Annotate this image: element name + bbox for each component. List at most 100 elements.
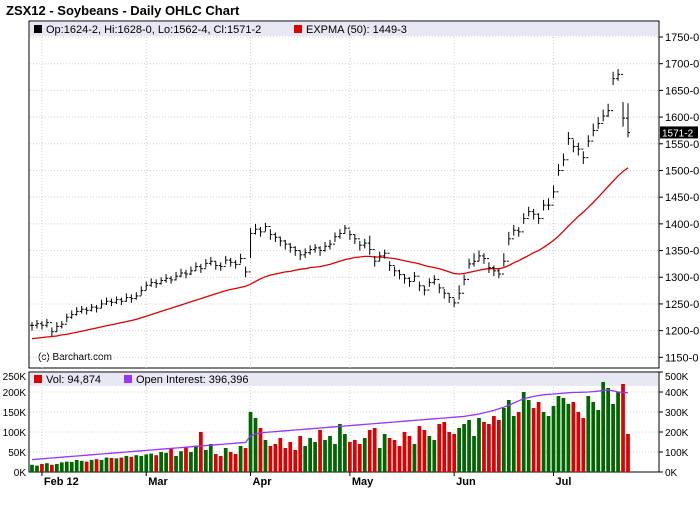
volume-bar (154, 455, 159, 472)
ohlc-bar (144, 281, 149, 292)
volume-bar (616, 392, 620, 472)
volume-bar (124, 456, 129, 472)
volume-bar (531, 408, 536, 472)
ohlc-bar (238, 253, 243, 265)
last-price-label: 1571-2 (662, 128, 694, 139)
last-price-tag (660, 126, 698, 139)
ohlc-bar (323, 242, 328, 252)
volume-bar (372, 428, 377, 472)
volume-bar (611, 404, 615, 472)
ohlc-bar (576, 142, 581, 156)
ohlc-bar (402, 274, 407, 284)
volume-bar (184, 447, 188, 472)
volume-bar (139, 456, 144, 472)
ohlc-bar (601, 109, 606, 124)
ohlc-bar (283, 239, 288, 250)
ohlc-bar (496, 268, 501, 279)
volume-bar (283, 448, 288, 472)
volume-tick-label: 200K (3, 388, 27, 399)
volume-bar (417, 426, 422, 472)
ohlc-bar (79, 306, 84, 314)
ohlc-bar (387, 252, 392, 271)
volume-tick-label: 150K (3, 408, 27, 419)
volume-legend-text: Vol: 94,874 (46, 374, 101, 386)
ohlc-bar (422, 285, 427, 296)
volume-bar (442, 422, 447, 472)
ohlc-bar (228, 258, 233, 267)
ohlc-bar (49, 322, 54, 336)
oi-tick-label: 400K (665, 388, 689, 399)
month-label: Feb 12 (44, 476, 79, 488)
ohlc-bar (332, 232, 337, 245)
ema-legend-marker (294, 25, 302, 33)
ohlc-bar (352, 234, 357, 245)
ohlc-bar (477, 250, 481, 262)
volume-bar (576, 412, 581, 472)
oi-tick-label: 500K (665, 372, 689, 383)
volume-bar (84, 461, 89, 472)
volume-bar (268, 446, 273, 472)
ohlc-bar (616, 69, 621, 81)
volume-bar (45, 463, 49, 472)
volume-bar (159, 452, 163, 472)
ohlc-bar (407, 277, 412, 287)
volume-bar (526, 400, 531, 472)
ohlc-bar (432, 275, 437, 285)
volume-bar (462, 424, 466, 472)
volume-bar (452, 434, 457, 472)
oi-legend-text: Open Interest: 396,396 (136, 374, 249, 386)
ohlc-bar (233, 260, 238, 269)
oi-tick-label: 0K (665, 468, 678, 479)
month-label: Jun (456, 476, 476, 488)
ohlc-bar (536, 213, 541, 224)
volume-bar (397, 446, 402, 472)
ohlc-bar (313, 244, 318, 253)
volume-bar (392, 440, 397, 472)
ohlc-bar (606, 103, 611, 118)
volume-bar (134, 455, 139, 472)
ohlc-bar (129, 294, 134, 303)
volume-bar (581, 418, 586, 472)
volume-bar (213, 454, 218, 472)
volume-bar (546, 416, 551, 472)
volume-bar (457, 428, 461, 472)
volume-legend-bar (30, 373, 658, 386)
volume-bar (362, 438, 367, 472)
volume-bar (199, 432, 203, 472)
volume-bar (571, 402, 576, 472)
ohlc-bar (164, 274, 169, 283)
volume-bar (536, 402, 541, 472)
volume-bar (273, 444, 278, 472)
volume-bar (447, 432, 452, 472)
chart-title: ZSX12 - Soybeans - Daily OHLC Chart (6, 3, 240, 18)
volume-bar (99, 460, 104, 472)
volume-bar (343, 434, 347, 472)
volume-bar (407, 436, 412, 472)
volume-bar (382, 434, 387, 472)
volume-bar (487, 424, 491, 472)
ohlc-bar (546, 198, 551, 210)
price-tick-label: 1650-0 (665, 85, 699, 97)
volume-bar (501, 408, 506, 472)
ohlc-bar (417, 275, 422, 292)
volume-bar (318, 430, 322, 472)
ohlc-bar (526, 206, 531, 220)
oi-tick-label: 100K (665, 448, 689, 459)
volume-bar (521, 392, 526, 472)
ohlc-bar (114, 296, 119, 304)
ohlc-bar (273, 232, 278, 243)
ohlc-bar (84, 307, 89, 315)
ohlc-bar (462, 274, 467, 294)
volume-bar (477, 418, 481, 472)
copyright-text: (c) Barchart.com (38, 352, 112, 363)
volume-bar (586, 396, 591, 472)
ohlc-bar (89, 303, 94, 312)
ohlc-bar (521, 213, 526, 233)
ohlc-bar (34, 319, 39, 329)
price-tick-label: 1150-0 (665, 352, 698, 364)
ohlc-bar (427, 278, 432, 291)
ohlc-bar (119, 297, 124, 306)
ohlc-bar (308, 245, 313, 255)
ohlc-bar (511, 224, 516, 240)
